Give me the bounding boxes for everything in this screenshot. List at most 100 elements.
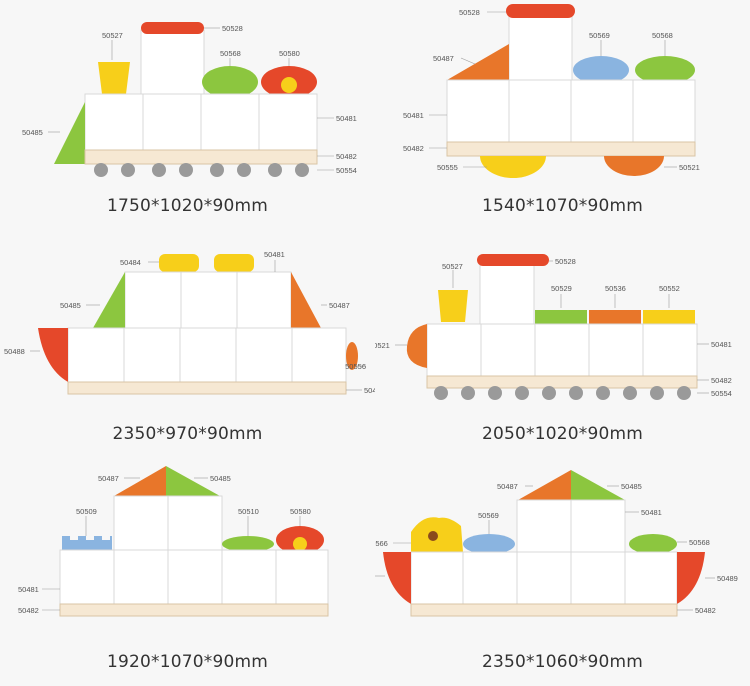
panel-3: 50484 50481 50485 50487 50488 50556 5048…	[0, 228, 375, 456]
label-top1: 50487	[98, 474, 119, 483]
label-l1: 50566	[375, 539, 388, 548]
label-bl: 50555	[437, 163, 458, 172]
white-block	[446, 79, 510, 143]
wheel	[295, 163, 309, 177]
frog-block	[202, 66, 258, 98]
label-right2: 50482	[336, 152, 357, 161]
green-triangle	[54, 102, 85, 164]
label-b: 50536	[605, 284, 626, 293]
yellow-block	[643, 310, 695, 324]
white-block	[534, 323, 590, 377]
wheel	[623, 386, 637, 400]
label-a: 50529	[551, 284, 572, 293]
white-block	[113, 549, 169, 605]
label-right1: 50481	[336, 114, 357, 123]
label-left: 50485	[22, 128, 43, 137]
white-block	[113, 495, 169, 551]
orange-triangle	[518, 470, 571, 500]
wheel	[461, 386, 475, 400]
wheel	[542, 386, 556, 400]
white-block	[167, 549, 223, 605]
frog-block	[635, 56, 695, 84]
label-br: 50521	[679, 163, 700, 172]
label-left: 50521	[375, 341, 390, 350]
red-bow	[38, 328, 68, 382]
white-block	[235, 327, 293, 383]
base-block	[59, 603, 329, 617]
propeller	[346, 342, 358, 370]
label-top2: 50485	[621, 482, 642, 491]
diagram-2: 50528 50487 50569 50568 50481 50482 5055…	[403, 4, 700, 178]
white-block	[84, 93, 144, 151]
label-r3: 50489	[717, 574, 738, 583]
hippo-block	[573, 56, 629, 84]
white-block	[275, 549, 329, 605]
label-tl: 50487	[433, 54, 454, 63]
label-left1: 50481	[403, 111, 424, 120]
white-block	[179, 327, 237, 383]
label-right3: 50482	[364, 386, 375, 395]
orange-triangle	[447, 44, 509, 80]
orange-nose	[406, 324, 427, 368]
white-block	[291, 327, 347, 383]
diagram-3: 50484 50481 50485 50487 50488 50556 5048…	[4, 250, 375, 395]
green-block	[535, 310, 587, 324]
dimension-label: 1750*1020*90mm	[106, 196, 269, 216]
label-c: 50580	[290, 507, 311, 516]
white-block	[516, 551, 572, 605]
label-a: 50569	[589, 31, 610, 40]
label-top2: 50481	[264, 250, 285, 259]
base-block	[446, 141, 696, 157]
label-c: 50552	[659, 284, 680, 293]
diagram-5: 50487 50485 50509 50510 50580 50481 5048…	[18, 466, 329, 617]
label-b: 50568	[652, 31, 673, 40]
base-block	[67, 381, 347, 395]
label-left2: 50482	[18, 606, 39, 615]
white-block	[570, 551, 626, 605]
wheel	[210, 163, 224, 177]
base-block	[410, 603, 678, 617]
white-block	[180, 271, 238, 329]
green-triangle	[571, 470, 625, 500]
label-a: 50568	[220, 49, 241, 58]
red-roof	[141, 22, 204, 34]
label-b: 50580	[279, 49, 300, 58]
yellow-block-1	[159, 254, 199, 272]
label-tl: 50527	[442, 262, 463, 271]
yellow-half-disc	[480, 156, 546, 178]
label-tl: 50527	[102, 31, 123, 40]
label-top: 50528	[459, 8, 480, 17]
leader-line	[460, 57, 476, 65]
white-block	[167, 495, 223, 551]
wheel	[281, 77, 297, 93]
white-block	[426, 323, 482, 377]
label-r2: 50568	[689, 538, 710, 547]
white-block	[516, 499, 572, 553]
label-left2: 50488	[4, 347, 25, 356]
label-b: 50510	[238, 507, 259, 516]
green-triangle	[93, 272, 125, 328]
wheel	[515, 386, 529, 400]
dimension-label: 2050*1020*90mm	[481, 424, 644, 444]
wheel	[428, 531, 438, 541]
wheel	[179, 163, 193, 177]
white-block	[124, 271, 182, 329]
white-block	[642, 323, 698, 377]
white-block	[142, 93, 202, 151]
frog-block	[629, 534, 677, 554]
wheels	[94, 163, 309, 177]
dimension-label: 2350*970*90mm	[112, 424, 263, 444]
wheels	[434, 386, 691, 400]
red-right-wing	[677, 552, 705, 604]
orange-half-disc	[604, 156, 664, 176]
base-block	[84, 149, 318, 165]
white-block	[570, 79, 634, 143]
wheel	[94, 163, 108, 177]
label-right1: 50481	[711, 340, 732, 349]
white-block	[480, 323, 536, 377]
orange-triangle	[291, 272, 321, 328]
wheel	[650, 386, 664, 400]
white-block	[624, 551, 678, 605]
white-block	[258, 93, 318, 151]
label-left1: 50485	[60, 301, 81, 310]
